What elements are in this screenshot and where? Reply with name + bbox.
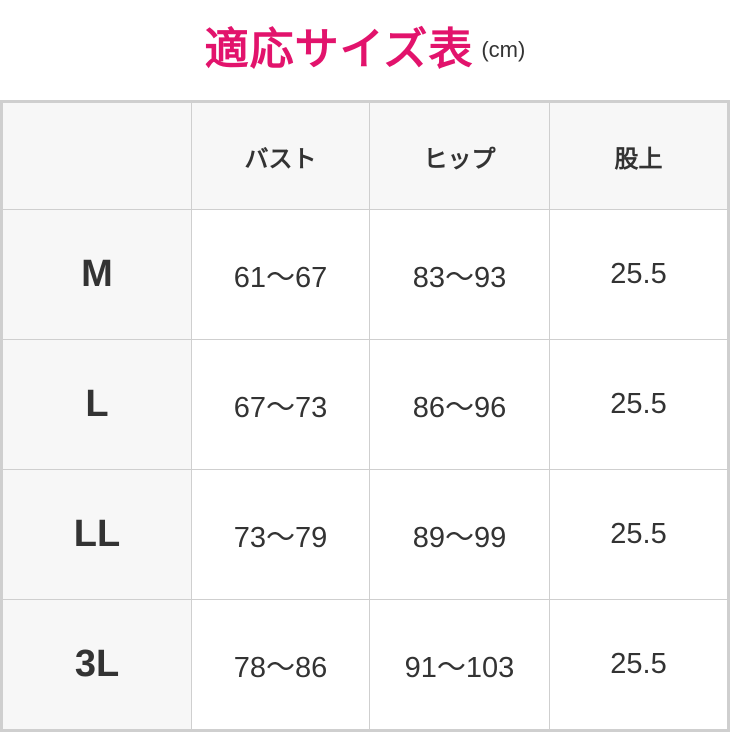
header-corner (1, 101, 192, 210)
hip-value: 86〜96 (369, 339, 550, 470)
bust-value: 67〜73 (191, 339, 370, 470)
size-label: LL (1, 469, 192, 600)
hip-value: 91〜103 (369, 599, 550, 731)
table-row: L 67〜73 86〜96 25.5 (1, 339, 729, 470)
rise-value: 25.5 (549, 339, 729, 470)
rise-value: 25.5 (549, 599, 729, 731)
table-row: 3L 78〜86 91〜103 25.5 (1, 599, 729, 731)
header-row: バスト ヒップ 股上 (1, 101, 729, 210)
header-bust: バスト (191, 101, 370, 210)
rise-value: 25.5 (549, 209, 729, 340)
bust-value: 78〜86 (191, 599, 370, 731)
title-unit: (cm) (481, 37, 526, 62)
size-label: M (1, 209, 192, 340)
bust-value: 61〜67 (191, 209, 370, 340)
size-label: L (1, 339, 192, 470)
size-label: 3L (1, 599, 192, 731)
table-row: LL 73〜79 89〜99 25.5 (1, 469, 729, 600)
rise-value: 25.5 (549, 469, 729, 600)
page-title: 適応サイズ表 (cm) (0, 0, 730, 90)
hip-value: 83〜93 (369, 209, 550, 340)
title-main: 適応サイズ表 (204, 24, 474, 75)
bust-value: 73〜79 (191, 469, 370, 600)
header-hip: ヒップ (369, 101, 550, 210)
header-rise: 股上 (549, 101, 729, 210)
hip-value: 89〜99 (369, 469, 550, 600)
size-table: バスト ヒップ 股上 M 61〜67 83〜93 25.5 L 67〜73 86… (0, 100, 730, 732)
table-row: M 61〜67 83〜93 25.5 (1, 209, 729, 340)
